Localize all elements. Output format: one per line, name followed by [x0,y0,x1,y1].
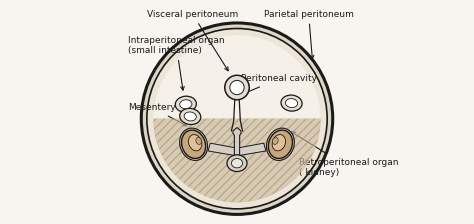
Text: Peritoneal cavity: Peritoneal cavity [241,74,318,95]
Ellipse shape [285,99,298,108]
Polygon shape [208,143,234,155]
Circle shape [154,35,320,202]
Ellipse shape [196,138,201,144]
Text: Parietal peritoneum: Parietal peritoneum [264,10,354,59]
Ellipse shape [180,100,192,109]
Text: Intraperitoneal organ
(small intestine): Intraperitoneal organ (small intestine) [128,36,225,90]
Ellipse shape [189,135,202,151]
Text: Retroperitoneal organ
( kidney): Retroperitoneal organ ( kidney) [292,132,399,177]
Circle shape [225,75,249,100]
Ellipse shape [231,159,243,168]
Ellipse shape [175,96,196,112]
Text: Mesentery: Mesentery [128,103,187,126]
Polygon shape [154,119,320,202]
Ellipse shape [182,130,206,158]
Ellipse shape [272,135,285,151]
Polygon shape [240,143,266,155]
Circle shape [147,28,327,209]
Ellipse shape [227,155,247,172]
Ellipse shape [268,130,292,158]
Ellipse shape [281,95,302,111]
Circle shape [141,23,333,214]
Ellipse shape [184,112,196,121]
Circle shape [230,80,244,95]
Text: Visceral peritoneum: Visceral peritoneum [147,10,238,71]
Ellipse shape [180,108,201,125]
Ellipse shape [273,138,278,144]
Polygon shape [233,128,241,155]
